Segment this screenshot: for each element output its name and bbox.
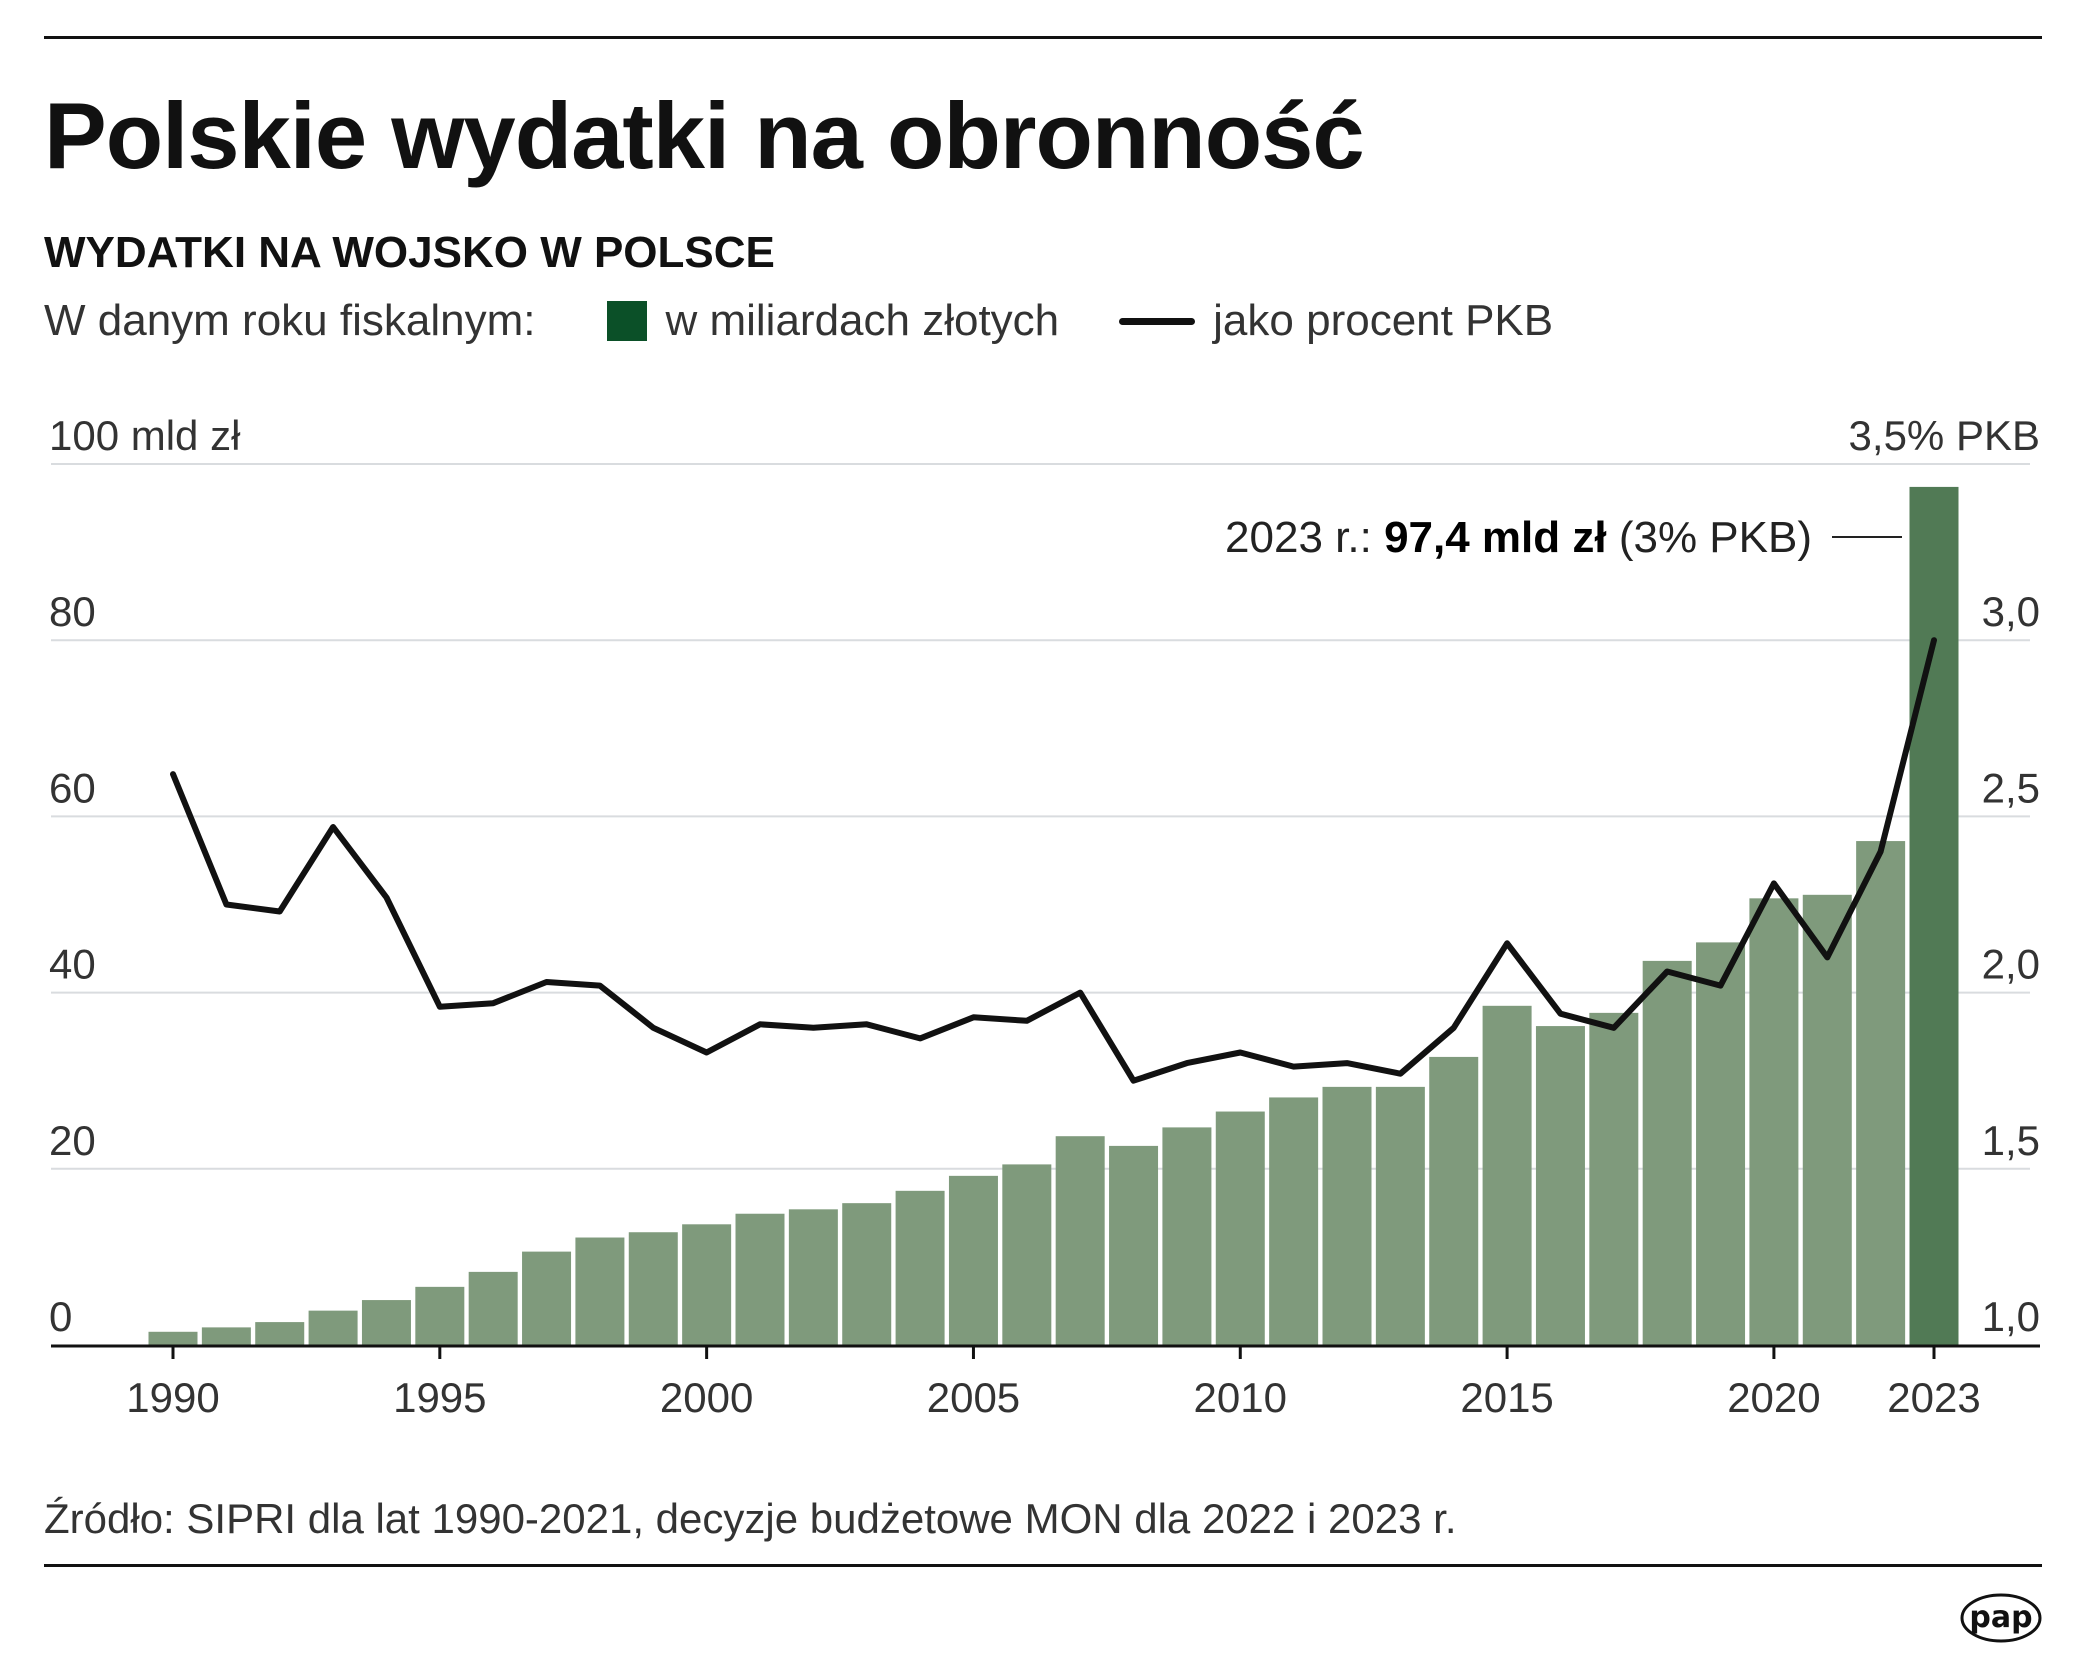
bar-2009: [1162, 1127, 1212, 1345]
chart-title: Polskie wydatki na obronność: [44, 83, 1365, 188]
bar-1996: [468, 1271, 518, 1345]
bar-1991: [201, 1327, 251, 1345]
bar-1992: [255, 1322, 305, 1345]
bar-1990: [148, 1331, 198, 1345]
left-tick-label: 100 mld zł: [49, 412, 241, 459]
legend-line-label: jako procent PKB: [1213, 296, 1554, 345]
legend: W danym roku fiskalnym: w miliardach zło…: [44, 296, 1553, 346]
bar-1997: [522, 1251, 572, 1345]
bar-2010: [1215, 1111, 1265, 1345]
x-tick-label: 2005: [927, 1374, 1020, 1421]
bar-1998: [575, 1237, 625, 1345]
bar-2017: [1589, 1012, 1639, 1345]
bar-2019: [1696, 942, 1746, 1345]
bar-2023: [1909, 486, 1959, 1345]
bar-2014: [1429, 1056, 1479, 1345]
source-note: Źródło: SIPRI dla lat 1990-2021, decyzje…: [44, 1495, 1457, 1542]
bar-1993: [308, 1310, 358, 1345]
bottom-rule: [44, 1564, 2042, 1567]
left-tick-label: 20: [49, 1117, 96, 1164]
bar-2011: [1269, 1097, 1319, 1345]
bar-2018: [1642, 960, 1692, 1345]
bar-2016: [1535, 1026, 1585, 1345]
pap-logo: pap: [1960, 1593, 2042, 1643]
bar-2022: [1856, 841, 1906, 1345]
annotation-prefix: 2023 r.:: [1225, 513, 1384, 562]
annotation-2023: 2023 r.: 97,4 mld zł (3% PKB): [1225, 513, 1812, 562]
right-tick-label: 2,5: [1982, 764, 2040, 811]
right-tick-label: 3,5% PKB: [1849, 412, 2040, 459]
bar-2012: [1322, 1086, 1372, 1345]
bar-1995: [415, 1286, 465, 1345]
x-tick-label: 1990: [126, 1374, 219, 1421]
bar-2020: [1749, 898, 1799, 1345]
svg-text:pap: pap: [1969, 1600, 2032, 1635]
bar-2007: [1055, 1136, 1105, 1345]
x-tick-label: 2000: [660, 1374, 753, 1421]
right-tick-label: 3,0: [1982, 588, 2040, 635]
legend-intro: W danym roku fiskalnym:: [44, 296, 536, 345]
chart-subtitle: WYDATKI NA WOJSKO W POLSCE: [44, 228, 775, 277]
bar-2013: [1375, 1086, 1425, 1345]
legend-line-swatch: [1119, 317, 1196, 325]
right-tick-label: 2,0: [1982, 941, 2040, 988]
bar-2000: [682, 1224, 732, 1345]
chart: 0 20 40 60 80 100 mld zł 1,0 1,5 2,0 2,5 3,0 3,5% P…: [49, 412, 2040, 1421]
x-tick-label: 2023: [1887, 1374, 1980, 1421]
pkb-line: [170, 637, 1937, 1084]
legend-bars-label: w miliardach złotych: [665, 296, 1060, 345]
x-tick-label: 2020: [1727, 1374, 1820, 1421]
bar-1994: [361, 1300, 411, 1345]
right-tick-label: 1,5: [1982, 1117, 2040, 1164]
bar-1999: [628, 1232, 678, 1345]
top-rule: [44, 36, 2042, 39]
bar-2002: [788, 1209, 838, 1345]
left-tick-label: 40: [49, 941, 96, 988]
bar-2006: [1002, 1164, 1052, 1345]
bar-2003: [842, 1203, 892, 1345]
bar-2008: [1109, 1145, 1159, 1345]
right-tick-label: 1,0: [1982, 1293, 2040, 1340]
annotation-suffix: (3% PKB): [1607, 513, 1812, 562]
legend-bar-swatch: [607, 301, 648, 341]
bar-2015: [1482, 1005, 1532, 1345]
left-tick-label: 0: [49, 1293, 72, 1340]
left-tick-label: 80: [49, 588, 96, 635]
x-tick-label: 2010: [1194, 1374, 1287, 1421]
bar-2005: [948, 1175, 998, 1345]
bar-2021: [1802, 894, 1852, 1345]
annotation-value: 97,4 mld zł: [1384, 513, 1607, 562]
x-tick-label: 1995: [393, 1374, 486, 1421]
x-tick-label: 2015: [1460, 1374, 1553, 1421]
left-tick-label: 60: [49, 764, 96, 811]
bar-2004: [895, 1190, 945, 1345]
bar-2001: [735, 1213, 785, 1345]
